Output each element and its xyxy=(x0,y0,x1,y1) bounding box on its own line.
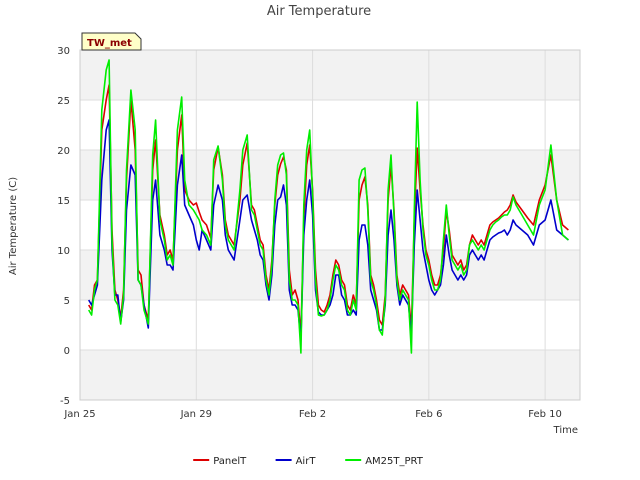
x-tick-label: Feb 10 xyxy=(528,409,562,420)
legend-item-am25t-prt: AM25T_PRT xyxy=(345,456,424,467)
series-line-airt xyxy=(88,119,569,341)
x-tick-label: Feb 2 xyxy=(299,409,326,420)
y-axis-label: Air Temperature (C) xyxy=(8,177,19,275)
y-tick-label: 25 xyxy=(57,96,70,107)
legend-label: PanelT xyxy=(213,456,247,467)
y-tick-label: 5 xyxy=(64,296,70,307)
plot-bands xyxy=(80,50,580,400)
x-tick-label: Jan 25 xyxy=(63,409,95,420)
y-tick-label: -5 xyxy=(60,396,70,407)
station-tag-label: TW_met xyxy=(87,38,132,49)
series-line-am25t-prt xyxy=(88,59,569,354)
station-tag: TW_met xyxy=(81,32,142,51)
plot-band xyxy=(80,150,580,200)
plot-band xyxy=(80,350,580,400)
x-axis-ticks: Jan 25 Jan 29 Feb 2 Feb 6 Feb 10 xyxy=(63,409,562,420)
y-axis-ticks: -5 0 5 10 15 20 25 30 xyxy=(57,46,70,407)
legend-item-panelt: PanelT xyxy=(193,456,247,467)
x-tick-label: Jan 29 xyxy=(180,409,212,420)
plot-band xyxy=(80,50,580,100)
y-tick-label: 30 xyxy=(57,46,70,57)
y-tick-label: 10 xyxy=(57,246,70,257)
plot-background xyxy=(80,50,580,400)
x-axis-label: Time xyxy=(553,425,578,436)
y-tick-label: 15 xyxy=(57,196,70,207)
legend: PanelT AirT AM25T_PRT xyxy=(193,456,424,467)
legend-label: AM25T_PRT xyxy=(365,456,424,467)
plot-border xyxy=(79,49,581,401)
series-layer xyxy=(88,59,569,354)
legend-item-airt: AirT xyxy=(275,456,317,467)
y-tick-label: 0 xyxy=(64,346,70,357)
x-tick-label: Feb 6 xyxy=(415,409,442,420)
chart-title: Air Temperature xyxy=(267,4,371,19)
legend-label: AirT xyxy=(296,456,317,467)
station-tag-box xyxy=(81,32,142,51)
y-tick-label: 20 xyxy=(57,146,70,157)
